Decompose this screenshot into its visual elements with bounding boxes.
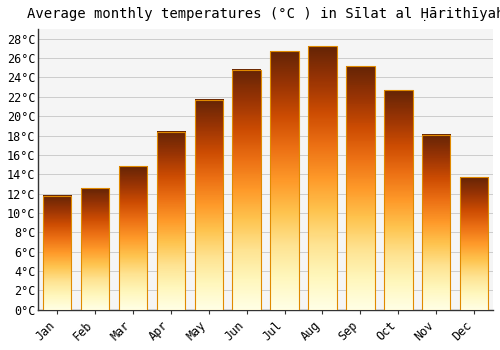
Bar [232,70,261,310]
Bar [270,51,299,310]
Bar [156,132,185,310]
Bar [308,47,336,310]
Bar [81,188,110,310]
Bar [422,134,450,310]
Title: Average monthly temperatures (°C ) in Sīlat al Ḥārithīyah: Average monthly temperatures (°C ) in Sī… [27,7,500,21]
Bar [43,196,72,310]
Bar [194,100,223,310]
Bar [384,90,412,310]
Bar [119,167,147,310]
Bar [460,177,488,310]
Bar [346,66,374,310]
